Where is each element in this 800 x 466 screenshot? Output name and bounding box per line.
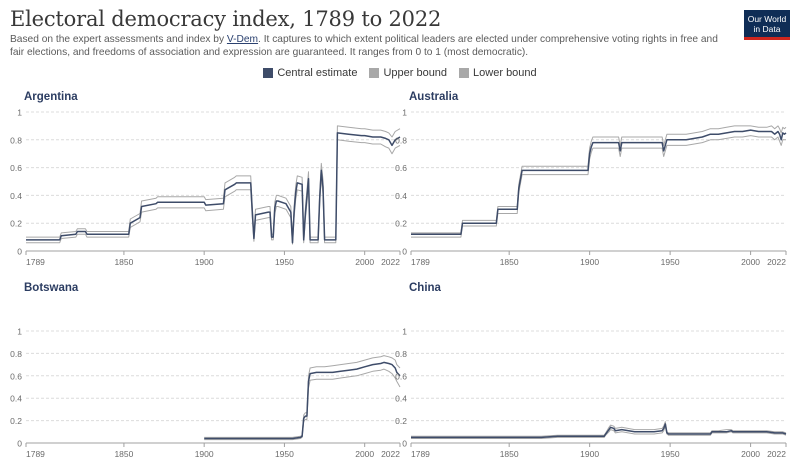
series-line-upper-bound-china[interactable]: [411, 421, 787, 437]
y-tick-label: 0: [402, 247, 407, 257]
logo-line-2: in Data: [753, 23, 781, 34]
x-tick-label: 2000: [741, 257, 760, 267]
x-tick-label: 1850: [114, 449, 133, 459]
y-tick-label: 0.2: [395, 219, 407, 229]
y-tick-label: 0: [17, 247, 22, 257]
y-tick-label: 0.4: [10, 394, 22, 404]
x-tick-label: 1789: [411, 449, 430, 459]
y-tick-label: 0.6: [10, 163, 22, 173]
y-tick-label: 0.8: [10, 349, 22, 359]
legend-label-upper: Upper bound: [383, 67, 448, 79]
y-tick-label: 1: [402, 327, 407, 337]
x-tick-label: 1900: [580, 257, 599, 267]
panel-botswana: Botswana 0 0.2 0.4 0.6 0.8 1 1789 1850 1900 1950 20…: [10, 282, 401, 459]
legend-swatch-lower: [459, 68, 470, 78]
series-line-upper-bound-argentina[interactable]: [26, 125, 401, 242]
y-tick-label: 0.4: [395, 394, 407, 404]
panel-argentina: Argentina 0 0.2 0.4 0.6 0.8 1 1789 1850 1900 1950 2…: [10, 91, 401, 267]
chart-subtitle: Based on the expert assessments and inde…: [10, 33, 730, 59]
x-tick-label: 1789: [26, 449, 45, 459]
subtitle-text: Based on the expert assessments and inde…: [10, 34, 227, 45]
chart-title: Electoral democracy index, 1789 to 2022: [10, 7, 442, 31]
x-tick-label: 1850: [114, 257, 133, 267]
y-tick-label: 1: [17, 327, 22, 337]
legend-swatch-central: [263, 68, 274, 78]
x-tick-label: 2022: [767, 449, 786, 459]
x-tick-label: 2022: [767, 257, 786, 267]
logo-line-1: Our World: [747, 13, 787, 24]
y-tick-label: 0.8: [10, 135, 22, 145]
y-tick-label: 0.2: [395, 416, 407, 426]
series-line-central-estimate-botswana[interactable]: [204, 361, 401, 440]
x-tick-label: 1950: [661, 257, 680, 267]
series-line-lower-bound-australia[interactable]: [411, 135, 786, 238]
panel-australia: Australia 0 0.2 0.4 0.6 0.8 1 1789 1850 1900 1950 2…: [395, 91, 787, 267]
x-tick-label: 1950: [275, 257, 294, 267]
y-tick-label: 1: [402, 108, 407, 118]
panel-title-australia: Australia: [409, 91, 459, 103]
x-tick-label: 1850: [500, 257, 519, 267]
x-tick-label: 2022: [381, 257, 400, 267]
series-line-central-estimate-argentina[interactable]: [26, 132, 401, 244]
series-line-lower-bound-argentina[interactable]: [26, 139, 401, 245]
x-tick-label: 2022: [381, 449, 400, 459]
legend-item-central-estimate[interactable]: Central estimate: [263, 67, 357, 79]
x-tick-label: 1789: [411, 257, 430, 267]
y-tick-label: 0.8: [395, 135, 407, 145]
legend-swatch-upper: [369, 68, 380, 78]
y-tick-label: 1: [17, 108, 22, 118]
series-line-lower-bound-china[interactable]: [411, 425, 787, 439]
series-line-upper-bound-botswana[interactable]: [204, 355, 401, 438]
x-tick-label: 1950: [275, 449, 294, 459]
y-tick-label: 0.2: [10, 219, 22, 229]
panel-china: China 0 0.2 0.4 0.6 0.8 1 1789 1850 1900 1950 2000 2…: [395, 282, 787, 459]
y-tick-label: 0.6: [395, 371, 407, 381]
panel-title-china: China: [409, 282, 442, 294]
x-tick-label: 1900: [580, 449, 599, 459]
x-tick-label: 1950: [661, 449, 680, 459]
subtitle-text-rest: . It captures to which extent political …: [10, 34, 718, 58]
y-tick-label: 0.6: [395, 163, 407, 173]
y-tick-label: 0: [17, 439, 22, 449]
legend-label-central: Central estimate: [277, 67, 358, 79]
legend-label-lower: Lower bound: [473, 67, 537, 79]
x-tick-label: 1900: [195, 449, 214, 459]
vdem-link[interactable]: V-Dem: [226, 34, 259, 45]
series-line-central-estimate-china[interactable]: [411, 423, 787, 439]
x-tick-label: 2000: [741, 449, 760, 459]
y-tick-label: 0.8: [395, 349, 407, 359]
y-tick-label: 0.2: [10, 416, 22, 426]
x-tick-label: 1850: [500, 449, 519, 459]
owid-logo[interactable]: Our World in Data: [744, 10, 790, 40]
series-line-lower-bound-botswana[interactable]: [204, 368, 401, 441]
x-tick-label: 1789: [26, 257, 45, 267]
x-tick-label: 2000: [355, 257, 374, 267]
legend-item-upper-bound[interactable]: Upper bound: [369, 67, 447, 79]
y-tick-label: 0.4: [10, 191, 22, 201]
series-line-central-estimate-australia[interactable]: [411, 129, 787, 236]
legend-item-lower-bound[interactable]: Lower bound: [459, 67, 537, 79]
y-tick-label: 0.6: [10, 371, 22, 381]
legend: Central estimate Upper bound Lower bound: [0, 67, 800, 79]
x-tick-label: 1900: [195, 257, 214, 267]
y-tick-label: 0.4: [395, 191, 407, 201]
y-tick-label: 0: [402, 439, 407, 449]
x-tick-label: 2000: [355, 449, 374, 459]
panel-title-botswana: Botswana: [24, 282, 79, 294]
panel-title-argentina: Argentina: [24, 91, 78, 103]
